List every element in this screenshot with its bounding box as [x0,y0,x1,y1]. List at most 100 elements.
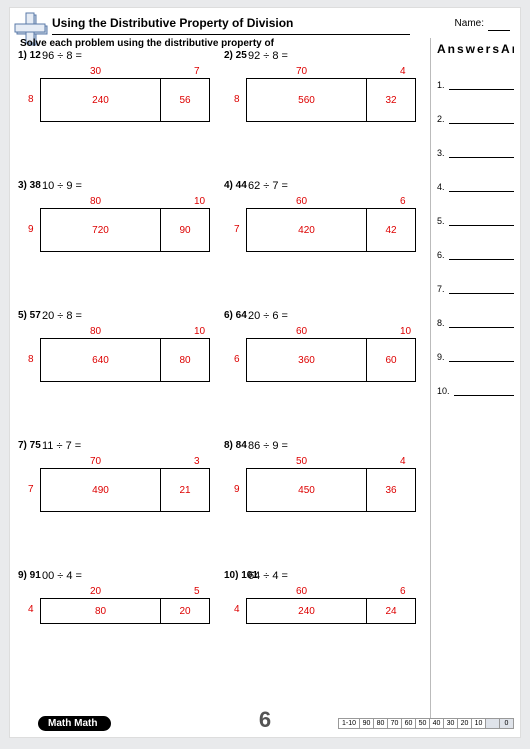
top-left-value: 60 [296,196,307,207]
answer-number: 10. [437,386,450,396]
problem-number: 1) 12 [18,50,41,61]
problem-3: 3) 38 10 ÷ 9 = 80 10 9 720 90 [18,180,212,292]
problem-expression: 92 ÷ 8 = [248,50,288,62]
box-left: 490 [41,469,161,511]
problem-number: 8) 84 [224,440,247,451]
answer-number: 8. [437,318,445,328]
box-left: 450 [247,469,367,511]
strip-label: 1-10 [338,718,360,729]
top-left-value: 30 [90,66,101,77]
area-box: 720 90 [40,208,210,252]
worksheet-page: Using the Distributive Property of Divis… [10,8,520,737]
problem-6: 6) 64 20 ÷ 6 = 60 10 6 360 60 [224,310,418,422]
box-left: 720 [41,209,161,251]
strip-cell: 20 [458,718,472,729]
right-column: 2) 25 92 ÷ 8 = 70 4 8 560 32 4) 44 62 ÷ … [224,50,418,709]
problems-area: 1) 12 96 ÷ 8 = 30 7 8 240 56 3) 38 10 ÷ … [18,50,424,709]
answer-number: 3. [437,148,445,158]
answer-blank[interactable] [449,284,514,294]
side-value: 4 [28,604,34,615]
top-right-value: 6 [400,196,406,207]
box-right: 21 [161,469,209,511]
answer-row: 2. [437,114,514,124]
answer-row: 6. [437,250,514,260]
area-box: 80 20 [40,598,210,624]
strip-cell: 40 [430,718,444,729]
top-right-value: 10 [400,326,411,337]
box-right: 56 [161,79,209,121]
side-value: 8 [28,354,34,365]
problem-number: 2) 25 [224,50,247,61]
top-right-value: 6 [400,586,406,597]
answer-blank[interactable] [449,352,514,362]
strip-cell: 50 [416,718,430,729]
answer-row: 10. [437,386,514,396]
area-box: 490 21 [40,468,210,512]
problem-number: 3) 38 [18,180,41,191]
area-box: 240 24 [246,598,416,624]
answer-blank[interactable] [449,182,514,192]
page-number: 6 [259,707,271,733]
strip-cell: 30 [444,718,458,729]
problem-number: 9) 91 [18,570,41,581]
side-value: 9 [234,484,240,495]
answer-number: 6. [437,250,445,260]
answer-blank[interactable] [454,386,514,396]
problem-number: 5) 57 [18,310,41,321]
box-left: 360 [247,339,367,381]
problem-10: 10) 101 64 ÷ 4 = 60 6 4 240 24 [224,570,418,640]
answer-blank[interactable] [449,216,514,226]
top-right-value: 4 [400,66,406,77]
problem-expression: 11 ÷ 7 = [42,440,81,452]
problem-8: 8) 84 86 ÷ 9 = 50 4 9 450 36 [224,440,418,552]
answer-row: 9. [437,352,514,362]
answer-number: 4. [437,182,445,192]
top-left-value: 60 [296,586,307,597]
problem-expression: 96 ÷ 8 = [42,50,82,62]
top-left-value: 70 [296,66,307,77]
side-value: 7 [234,224,240,235]
name-blank[interactable] [488,30,510,31]
problem-9: 9) 91 00 ÷ 4 = 20 5 4 80 20 [18,570,212,640]
box-left: 420 [247,209,367,251]
answer-row: 5. [437,216,514,226]
problem-7: 7) 75 11 ÷ 7 = 70 3 7 490 21 [18,440,212,552]
problem-4: 4) 44 62 ÷ 7 = 60 6 7 420 42 [224,180,418,292]
top-left-value: 80 [90,196,101,207]
strip-cell [486,718,500,729]
box-left: 240 [247,599,367,623]
strip-cell: 0 [500,718,514,729]
top-right-value: 4 [400,456,406,467]
answer-row: 8. [437,318,514,328]
box-right: 20 [161,599,209,623]
top-left-value: 20 [90,586,101,597]
answer-row: 3. [437,148,514,158]
strip-cell: 10 [472,718,486,729]
page-title: Using the Distributive Property of Divis… [52,16,293,30]
box-left: 560 [247,79,367,121]
answer-blank[interactable] [449,114,514,124]
top-left-value: 80 [90,326,101,337]
side-value: 8 [28,94,34,105]
strip-cell: 80 [374,718,388,729]
answer-blank[interactable] [449,148,514,158]
name-label: Name: [455,18,484,29]
problem-5: 5) 57 20 ÷ 8 = 80 10 8 640 80 [18,310,212,422]
problem-expression: 20 ÷ 6 = [248,310,288,322]
area-box: 360 60 [246,338,416,382]
problem-number: 7) 75 [18,440,41,451]
answer-blank[interactable] [449,318,514,328]
area-box: 450 36 [246,468,416,512]
box-right: 36 [367,469,415,511]
answers-sidebar: AnswersAns 1. 2. 3. 4. 5. 6. 7. 8. 9. 10… [430,38,520,718]
answer-blank[interactable] [449,80,514,90]
box-left: 80 [41,599,161,623]
top-right-value: 10 [194,326,205,337]
side-value: 4 [234,604,240,615]
left-column: 1) 12 96 ÷ 8 = 30 7 8 240 56 3) 38 10 ÷ … [18,50,212,709]
problem-expression: 10 ÷ 9 = [42,180,82,192]
top-right-value: 3 [194,456,200,467]
answer-row: 4. [437,182,514,192]
answer-blank[interactable] [449,250,514,260]
top-right-value: 10 [194,196,205,207]
